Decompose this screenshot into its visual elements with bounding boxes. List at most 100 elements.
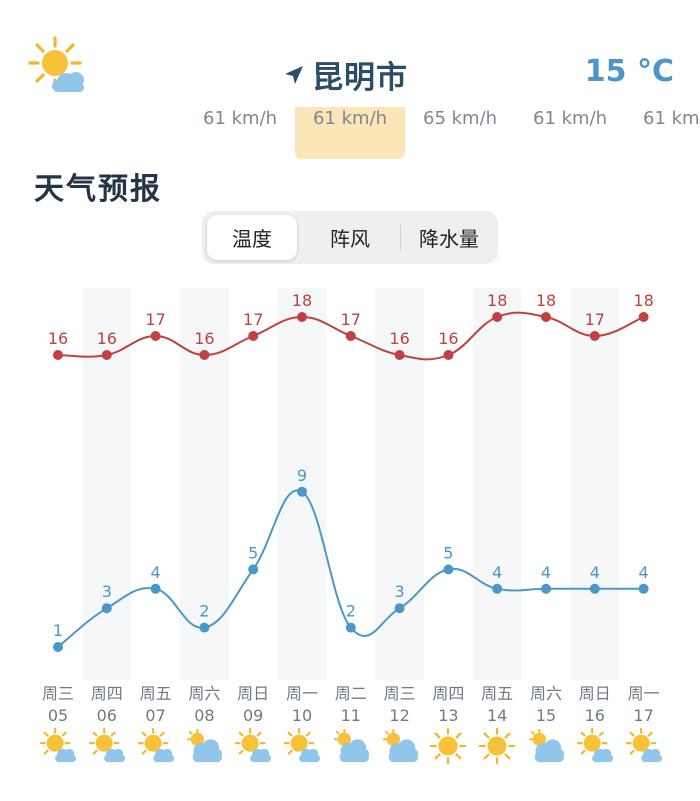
segment-divider [400,225,401,251]
partly-sunny-icon [28,36,84,92]
weekday-label: 周四 [432,684,465,703]
data-point-low [443,564,454,575]
date-label: 12 [389,706,410,725]
data-point-low [638,583,649,594]
date-label: 16 [584,706,605,725]
wind-speed: 61 km/h [533,108,608,129]
weekday-label: 周一 [285,684,318,703]
data-point-high [53,350,63,360]
data-label-high: 16 [48,329,68,348]
data-point-high [150,331,161,341]
data-label-low: 4 [492,563,502,582]
sunny-icon [478,727,516,765]
day-label: 周一 10 [277,683,327,727]
date-label: 17 [633,706,654,725]
day-label: 周日 16 [570,683,620,727]
day-column-band [570,288,620,680]
data-point-low [53,642,63,652]
day-label: 周六 15 [521,683,571,727]
data-point-high [101,350,112,360]
day-label: 周日 09 [228,683,278,727]
sunny-icon [429,727,467,765]
tab-precipitation[interactable]: 降水量 [419,227,479,251]
weekday-label: 周日 [578,684,611,703]
weekday-label: 周二 [334,684,367,703]
tab-temperature[interactable]: 温度 [207,215,297,260]
weekday-label: 周三 [41,684,74,703]
day-label: 周六 08 [179,683,229,727]
data-point-high [589,331,600,341]
data-label-low: 3 [102,582,112,601]
day-label: 周五 14 [472,683,522,727]
data-point-high [345,331,356,341]
weekday-label: 周一 [627,684,660,703]
data-label-high: 17 [145,310,165,329]
day-label: 周四 13 [423,683,473,727]
city-name[interactable]: 昆明市 [312,60,408,96]
data-label-low: 2 [199,602,209,621]
date-label: 06 [96,706,117,725]
data-point-high [541,312,551,322]
data-point-low [150,583,161,594]
date-label: 13 [438,706,459,725]
data-point-high [199,350,210,360]
data-label-low: 9 [297,466,307,485]
partly-sunny-icon [39,727,77,765]
data-point-high [492,312,503,322]
day-column-band [472,288,522,680]
data-label-high: 18 [487,291,507,310]
data-label-low: 2 [346,602,356,621]
cloudy-icon [527,727,565,765]
data-point-low [541,583,551,594]
date-label: 11 [340,706,361,725]
wind-speed: 65 km/h [423,108,498,129]
data-point-low [101,603,112,614]
weekday-label: 周日 [237,684,270,703]
weekday-label: 周六 [529,684,562,703]
data-label-low: 4 [151,563,161,582]
data-point-low [199,622,210,633]
partly-sunny-icon [576,727,614,765]
partly-sunny-icon [137,727,175,765]
wind-speed: 61 km/h [203,108,278,129]
wind-highlight [295,107,405,159]
data-point-high [638,312,649,322]
date-label: 15 [535,706,557,725]
current-temperature: 15 °C [584,54,674,89]
temperature-chart: 16 16 17 16 17 18 17 16 16 18 18 17 18 1 3 4 2 5 9 2 3 5 4 4 4 4 [48,288,654,680]
data-point-high [297,312,307,322]
tab-gust[interactable]: 阵风 [330,227,370,251]
weekday-label: 周五 [481,684,514,703]
data-label-high: 16 [194,329,214,348]
data-label-high: 18 [292,291,312,310]
data-point-low [394,603,405,614]
day-column-band [277,288,327,680]
day-label: 周四 06 [82,683,132,727]
day-label: 周二 11 [326,683,376,727]
partly-sunny-icon [234,727,272,765]
data-label-high: 17 [341,310,361,329]
cloudy-icon [185,727,223,765]
data-label-high: 18 [536,291,556,310]
wind-speed: 61 km/ [643,108,700,129]
metric-segmented-control: 温度 阵风 降水量 [202,211,498,264]
date-label: 05 [47,706,69,725]
weekday-label: 周四 [90,684,123,703]
data-label-low: 4 [639,563,649,582]
wind-speed: 61 km/h [313,108,388,129]
data-point-low [345,622,356,633]
day-label: 周一 17 [619,683,669,727]
data-label-high: 16 [438,329,458,348]
weather-icons-row [0,727,700,771]
day-label: 周三 12 [375,683,425,727]
data-label-low: 5 [248,543,258,562]
date-label: 10 [291,706,313,725]
partly-sunny-icon [625,727,663,765]
cloudy-icon [381,727,419,765]
weekday-label: 周三 [383,684,416,703]
weekday-label: 周五 [139,684,172,703]
data-label-high: 16 [97,329,117,348]
date-label: 07 [145,706,166,725]
wind-row: 61 km/h 61 km/h 65 km/h 61 km/h 61 km/ [0,108,700,132]
data-label-high: 18 [633,291,653,310]
